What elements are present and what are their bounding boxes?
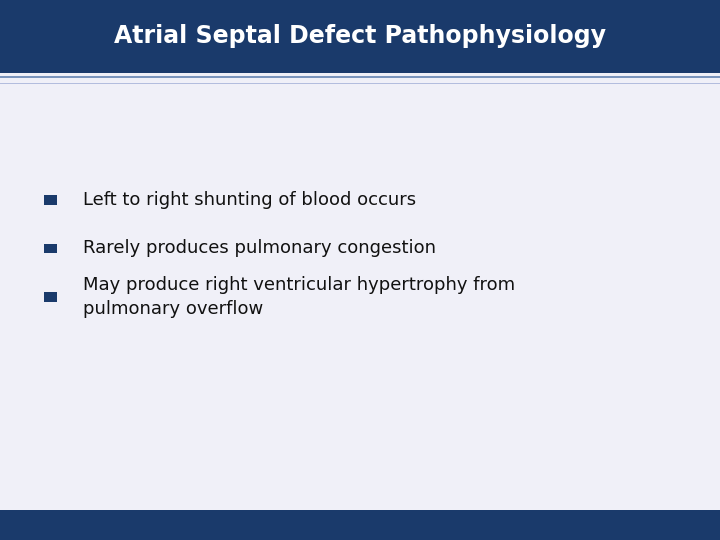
Text: Rarely produces pulmonary congestion: Rarely produces pulmonary congestion xyxy=(83,239,436,258)
Text: Atrial Septal Defect Pathophysiology: Atrial Septal Defect Pathophysiology xyxy=(114,24,606,49)
Text: Left to right shunting of blood occurs: Left to right shunting of blood occurs xyxy=(83,191,416,209)
FancyBboxPatch shape xyxy=(0,510,720,540)
FancyBboxPatch shape xyxy=(0,0,720,73)
FancyBboxPatch shape xyxy=(44,244,57,253)
FancyBboxPatch shape xyxy=(44,292,57,302)
FancyBboxPatch shape xyxy=(44,195,57,205)
Text: May produce right ventricular hypertrophy from
pulmonary overflow: May produce right ventricular hypertroph… xyxy=(83,276,515,318)
